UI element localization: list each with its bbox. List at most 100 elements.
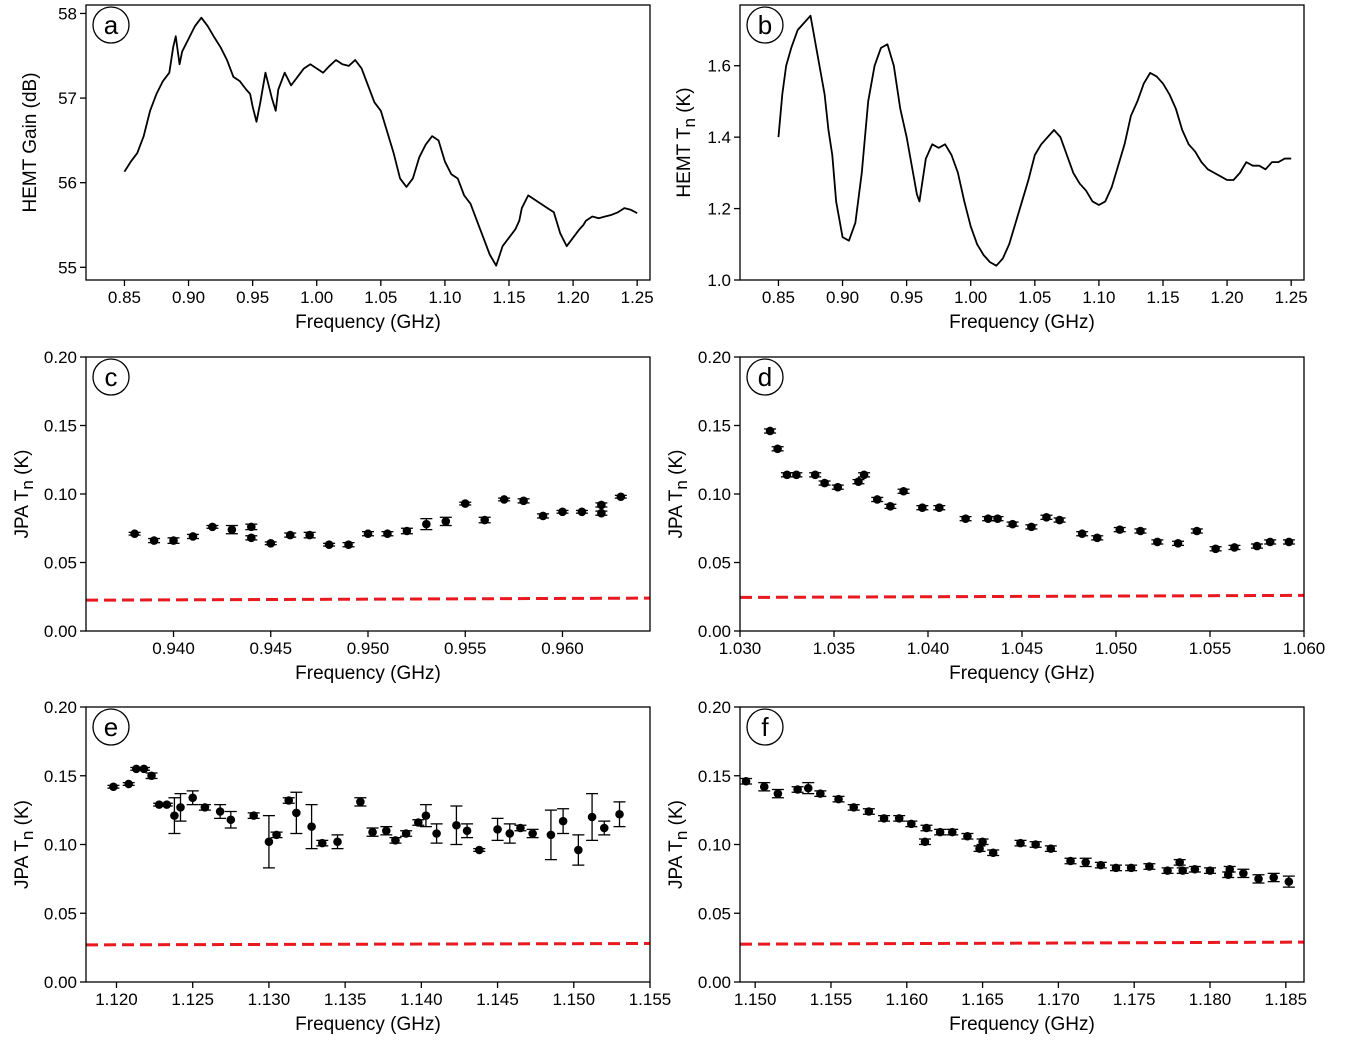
y-tick-label: 0.00	[698, 622, 731, 641]
data-point	[1153, 537, 1162, 547]
x-axis-label: Frequency (GHz)	[949, 663, 1095, 684]
data-point	[1055, 515, 1064, 525]
data-point	[383, 529, 392, 539]
panel-label-circle	[92, 6, 130, 44]
data-point	[292, 808, 301, 818]
panel-label: e	[104, 712, 118, 742]
data-point	[432, 829, 441, 838]
x-tick-label: 1.170	[1037, 990, 1080, 1009]
y-tick-label: 0.00	[44, 973, 77, 992]
data-point	[1211, 544, 1220, 554]
data-point	[546, 830, 556, 840]
x-axis-label: Frequency (GHz)	[295, 312, 441, 333]
x-tick-label: 1.120	[95, 990, 138, 1009]
y-tick-label: 57	[58, 89, 77, 108]
data-point	[1046, 844, 1056, 853]
x-tick-label: 1.055	[1189, 639, 1232, 658]
data-point	[462, 826, 472, 836]
data-point	[124, 779, 133, 789]
data-point	[1077, 529, 1087, 539]
data-point	[1254, 874, 1263, 884]
data-point	[816, 789, 825, 798]
data-point	[558, 507, 567, 517]
data-point	[1269, 873, 1278, 882]
data-point	[363, 529, 373, 539]
data-point	[1173, 539, 1183, 548]
data-point	[170, 811, 179, 820]
data-point	[597, 508, 606, 518]
data-point	[317, 838, 327, 848]
data-point	[983, 514, 993, 523]
data-point	[493, 825, 502, 834]
data-point	[474, 845, 484, 855]
data-point	[499, 495, 509, 504]
data-point	[1284, 877, 1294, 886]
x-axis-label: Frequency (GHz)	[295, 1014, 441, 1035]
data-point	[587, 812, 597, 822]
data-point	[139, 764, 149, 774]
data-point	[935, 827, 945, 837]
x-tick-label: 1.20	[1211, 288, 1244, 307]
data-point	[1265, 537, 1275, 547]
y-tick-label: 0.10	[698, 485, 731, 504]
y-tick-label: 0.05	[698, 904, 731, 923]
data-point	[1031, 840, 1040, 849]
data-point	[264, 837, 274, 847]
data-point	[854, 477, 863, 486]
x-tick-label: 1.130	[248, 990, 291, 1009]
data-point	[1205, 866, 1215, 875]
y-tick-label: 0.15	[698, 417, 731, 436]
data-point	[368, 827, 377, 837]
panel-a: 0.85 0.90 0.95 1.00 1.05 1.10 1.15 1.20 1.25 55 56…	[20, 4, 654, 333]
data-point	[759, 782, 769, 792]
y-tick-label: 0.15	[698, 767, 731, 786]
data-point	[963, 831, 972, 841]
x-tick-label: 0.95	[890, 288, 923, 307]
data-point	[149, 536, 159, 545]
data-point	[324, 540, 334, 549]
axes-frame	[739, 356, 1305, 632]
data-point	[922, 823, 931, 833]
x-tick-label: 0.90	[172, 288, 205, 307]
data-point	[899, 486, 908, 496]
panel-label: c	[105, 362, 118, 392]
plot-area	[740, 776, 1304, 946]
data-point	[391, 836, 400, 845]
x-tick-label: 1.040	[907, 639, 950, 658]
y-tick-label: 0.00	[698, 973, 731, 992]
axes-frame	[739, 706, 1305, 983]
data-point	[285, 530, 295, 540]
y-axis-label: JPA Tn (K)	[12, 449, 37, 538]
data-point	[1192, 526, 1202, 536]
data-point	[421, 811, 431, 820]
data-point	[1126, 863, 1136, 873]
data-point	[1136, 526, 1145, 536]
reference-line	[86, 942, 650, 947]
x-tick-label: 1.05	[1018, 288, 1051, 307]
x-tick-label: 1.175	[1113, 990, 1156, 1009]
data-point	[200, 803, 210, 812]
x-tick-label: 0.90	[826, 288, 859, 307]
data-point	[918, 503, 927, 512]
y-tick-label: 1.0	[707, 271, 731, 290]
series-line	[777, 14, 1292, 267]
data-point	[162, 800, 172, 809]
x-tick-label: 1.145	[476, 990, 519, 1009]
data-point	[305, 530, 314, 540]
data-point	[782, 470, 792, 480]
data-point	[820, 478, 829, 488]
x-tick-label: 1.10	[428, 288, 461, 307]
data-point	[833, 482, 843, 492]
x-tick-label: 1.25	[1275, 288, 1308, 307]
y-tick-label: 1.2	[707, 200, 731, 219]
data-point	[176, 803, 185, 812]
data-point	[872, 495, 882, 504]
x-tick-label: 1.165	[961, 990, 1004, 1009]
axes-frame	[85, 356, 651, 632]
panel-d: 1.030 1.035 1.040 1.045 1.050 1.055 1.060 0.00 0…	[666, 348, 1325, 684]
data-point	[773, 789, 783, 798]
x-tick-label: 1.15	[1146, 288, 1179, 307]
panel-label-circle	[746, 358, 784, 396]
data-point	[226, 815, 236, 825]
